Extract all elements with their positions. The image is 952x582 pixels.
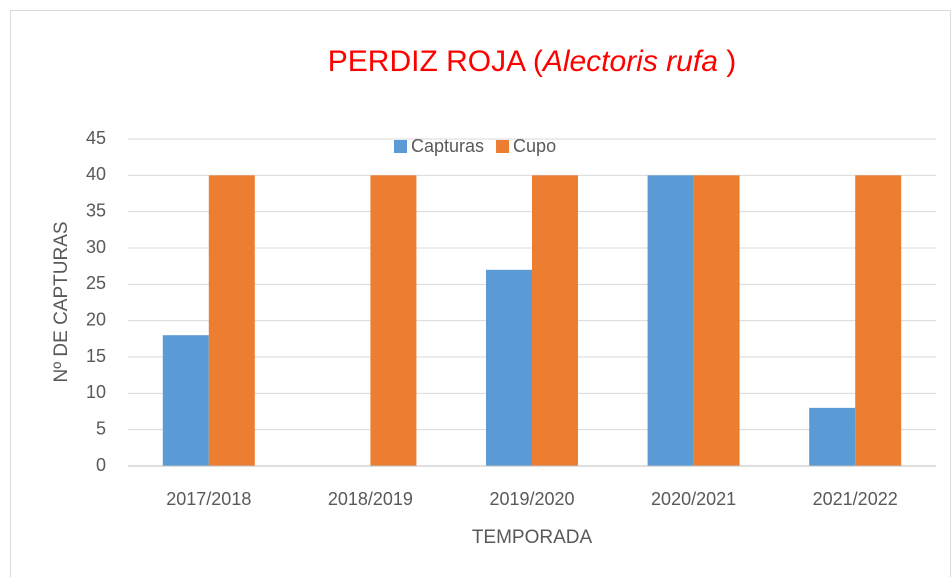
bar — [208, 175, 255, 467]
title-part: PERDIZ ROJA ( — [328, 45, 543, 78]
bar — [162, 335, 209, 466]
y-tick-label: 35 — [86, 200, 106, 220]
title-part: ) — [718, 45, 736, 78]
legend-swatch — [394, 140, 407, 153]
bar — [532, 175, 578, 467]
legend-label: Capturas — [411, 136, 484, 156]
bar — [855, 175, 902, 467]
y-axis-title: Nº DE CAPTURAS — [51, 221, 72, 382]
y-tick-label: 5 — [96, 418, 106, 438]
x-tick-label: 2019/2020 — [489, 489, 574, 509]
chart-border — [10, 10, 951, 581]
x-tick-label: 2018/2019 — [328, 489, 413, 509]
y-tick-label: 30 — [86, 237, 106, 257]
x-tick-label: 2017/2018 — [166, 489, 251, 509]
y-tick-label: 45 — [86, 128, 106, 148]
x-tick-label: 2021/2022 — [813, 489, 898, 509]
y-tick-label: 10 — [86, 382, 106, 402]
bar — [486, 269, 532, 466]
chart-title: PERDIZ ROJA (Alectoris rufa ) — [328, 45, 736, 78]
y-tick-label: 25 — [86, 273, 106, 293]
bar — [370, 175, 417, 467]
y-tick-label: 20 — [86, 309, 106, 329]
bar — [809, 407, 856, 466]
y-tick-label: 40 — [86, 164, 106, 184]
legend-label: Cupo — [513, 136, 556, 156]
bar — [693, 175, 740, 467]
legend-swatch — [496, 140, 510, 153]
title-part: Alectoris rufa — [541, 45, 718, 78]
y-tick-label: 0 — [96, 455, 106, 475]
x-tick-label: 2020/2021 — [651, 489, 736, 509]
x-axis-title: TEMPORADA — [472, 527, 593, 548]
bar — [647, 175, 694, 467]
y-tick-label: 15 — [86, 346, 106, 366]
